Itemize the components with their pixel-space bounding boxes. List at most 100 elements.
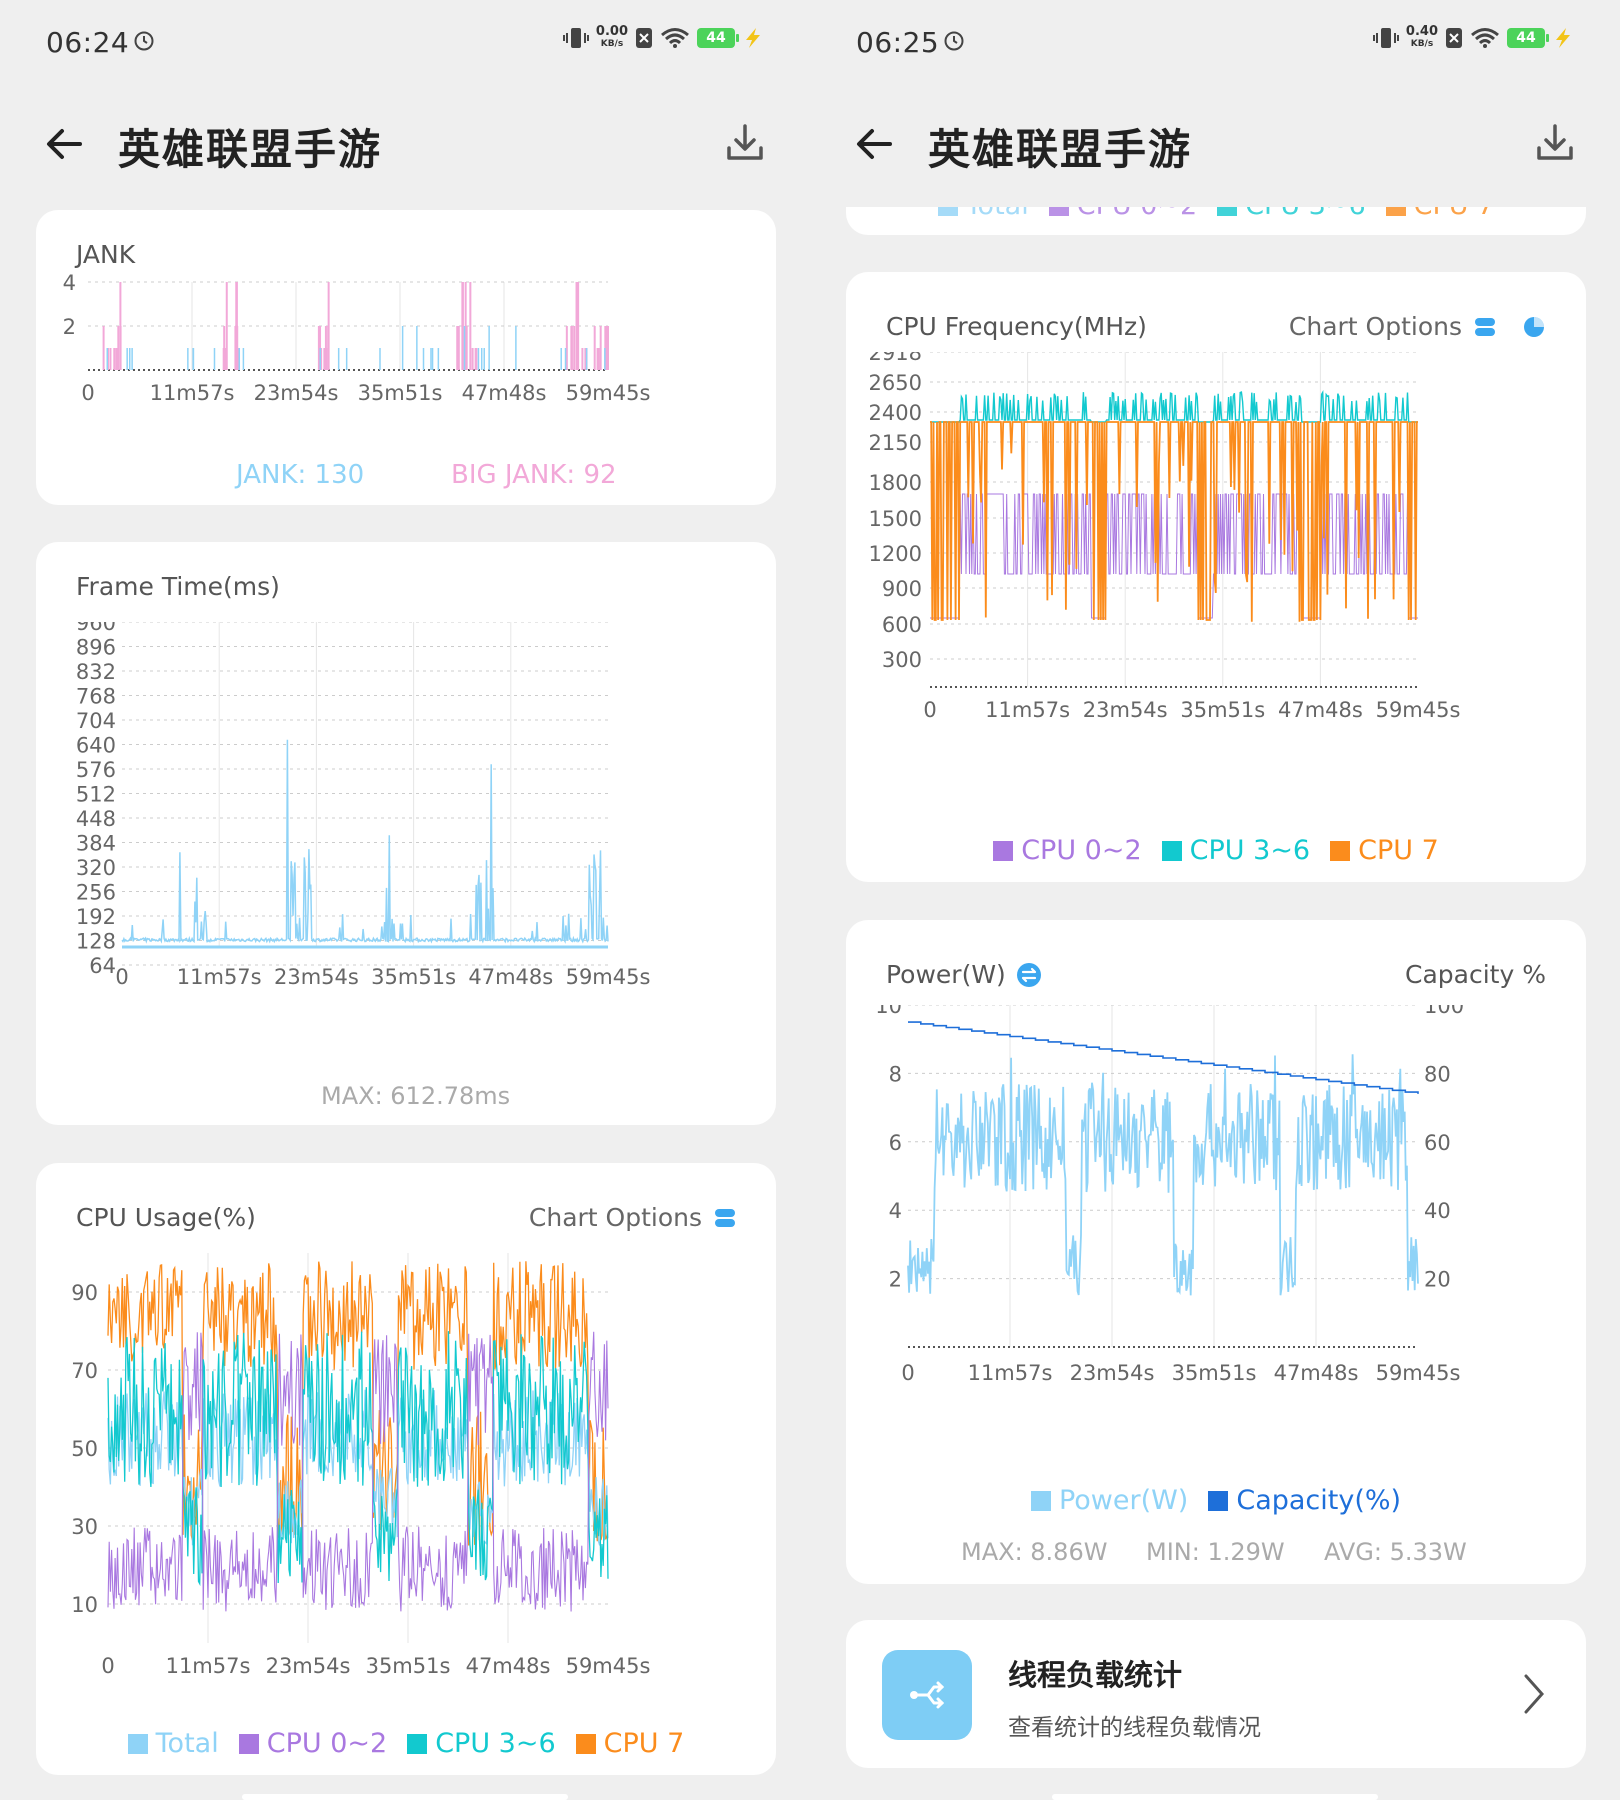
wifi-icon [1471,28,1499,48]
alarm-icon [134,31,154,51]
legend-capacity[interactable]: Capacity(%) [1208,1485,1401,1516]
charging-icon [746,28,760,48]
jank-card: JANK 4 2 0 11m57s 23m54s 35m51s 47m48s 59m45s J… [36,210,776,505]
chart-options-label: Chart Options [528,1203,702,1232]
chart-options-icon [715,1208,735,1227]
app-bar: 英雄联盟手游 [0,100,810,190]
charging-icon [1556,28,1570,48]
y-tick-label: 1500 [869,507,922,531]
status-time: 06:25 [856,26,940,59]
legend-power[interactable]: Power(W) [1030,1485,1188,1516]
x-tick-label: 59m45s [566,1654,651,1678]
x-tick-label: 59m45s [1376,1361,1461,1385]
legend-cpu7[interactable]: CPU 7 [1330,835,1439,866]
y2-tick-label: 80 [1424,1062,1451,1086]
x-tick-label: 0 [101,1654,114,1678]
y-tick-label: 512 [76,783,116,807]
x-tick-label: 59m45s [1376,698,1461,722]
cpu-frequency-chart: 2918 2650 2400 2150 1800 1500 1200 900 600 300 0 11… [869,352,1461,722]
y-tick-label: 50 [71,1437,98,1461]
y-tick-label: 576 [76,758,116,782]
power-min: MIN: 1.29W [1146,1538,1285,1566]
x-tick-label: 23m54s [274,965,359,989]
y-tick-label: 64 [89,954,116,978]
swap-icon[interactable] [1016,962,1042,988]
y2-tick-label: 60 [1424,1131,1451,1155]
cpu7-frequency-series [930,421,1418,622]
vibrate-icon [1372,28,1399,48]
cpu02-usage-series [107,1331,609,1612]
app-bar-overlay: 英雄联盟手游 [810,100,1620,190]
x-tick-label: 23m54s [266,1654,351,1678]
x-tick-label: 35m51s [366,1654,451,1678]
legend-cpu36[interactable]: CPU 3~6 [1161,835,1310,866]
big-jank-count: BIG JANK: 92 [451,460,617,490]
x-tick-label: 0 [115,965,128,989]
cpu-usage-card: CPU Usage(%) Chart Options 90 70 50 30 10 0 11… [36,1163,776,1775]
back-arrow-icon[interactable] [854,124,894,164]
y-tick-label: 384 [76,832,116,856]
download-icon[interactable] [726,122,764,162]
status-bar: 06:25 0.40 KB/s 44 [810,0,1620,90]
y-tick-label: 2650 [869,371,922,395]
y-tick-label: 640 [76,734,116,758]
y-tick-label: 4 [63,271,76,295]
x-tick-label: 11m57s [985,698,1070,722]
y-tick-label: 1200 [869,542,922,566]
legend-cpu7[interactable]: CPU 7 [575,1728,684,1759]
power-card: Power(W) Capacity % 10 8 6 4 2 100 80 60 40 20 0 11… [846,920,1586,1584]
thread-load-card[interactable]: 线程负载统计 查看统计的线程负载情况 [846,1620,1586,1768]
legend-total[interactable]: Total [127,1728,219,1759]
network-rate: 0.00 KB/s [595,24,628,49]
cpu-frequency-card: CPU Frequency(MHz) Chart Options 2918 265… [846,272,1586,882]
chart-options-button[interactable]: Chart Options [529,1203,736,1232]
y-tick-label: 10 [875,1005,902,1018]
x-tick-label: 0 [923,698,936,722]
x-tick-label: 35m51s [358,381,443,405]
pie-chart-icon[interactable] [1522,315,1546,339]
power-avg: AVG: 5.33W [1324,1538,1467,1566]
y2-tick-label: 40 [1424,1199,1451,1223]
jank-title: JANK [76,240,136,269]
back-arrow-icon[interactable] [44,124,84,164]
cpu-frequency-title: CPU Frequency(MHz) [886,312,1147,341]
capacity-title: Capacity % [1405,960,1546,989]
cpu7-usage-series [107,1261,609,1546]
legend-cpu36[interactable]: CPU 3~6 [407,1728,556,1759]
thread-load-icon [882,1650,972,1740]
x-tick-label: 23m54s [1083,698,1168,722]
legend-cpu02[interactable]: CPU 0~2 [993,835,1142,866]
y-tick-label: 70 [71,1359,98,1383]
x-tick-label: 0 [901,1361,914,1385]
cpu36-frequency-series [930,389,1418,423]
y-tick-label: 448 [76,807,116,831]
thread-load-subtitle: 查看统计的线程负载情况 [1008,1715,1261,1741]
chart-options-icon [1475,317,1495,336]
page-title: 英雄联盟手游 [118,125,383,174]
frame-time-max: MAX: 612.78ms [321,1082,511,1110]
y-tick-label: 900 [882,577,922,601]
download-icon[interactable] [1536,122,1574,162]
left-screen: 06:24 0.00 KB/s 44 英雄联盟手游 JANK 4 2 0 11m57s 2… [0,24,810,1800]
legend-cpu02[interactable]: CPU 0~2 [238,1728,387,1759]
x-tick-label: 11m57s [150,381,235,405]
y-tick-label: 300 [882,648,922,672]
cpu-usage-title: CPU Usage(%) [76,1203,256,1232]
cpu-usage-chart: 90 70 50 30 10 0 11m57s 23m54s 35m51s 47m48s 59m45… [71,1253,651,1678]
frame-time-chart: 9608968327687046405765124483843202561921… [76,622,650,989]
y-tick-label: 4 [889,1199,902,1223]
jank-count: JANK: 130 [236,460,365,490]
y2-tick-label: 20 [1424,1268,1451,1292]
y-tick-label: 2 [889,1268,902,1292]
y-tick-label: 600 [882,613,922,637]
chart-options-button[interactable]: Chart Options [1289,312,1546,341]
power-series [907,1054,1419,1296]
power-chart: 10 8 6 4 2 100 80 60 40 20 0 11m57s 23m54s 35m51s 47m4… [875,1005,1464,1385]
cpu-usage-legend: Total CPU 0~2 CPU 3~6 CPU 7 [36,1728,776,1759]
alarm-icon [944,31,964,51]
page-title: 英雄联盟手游 [928,125,1193,174]
thread-load-title: 线程负载统计 [1008,1658,1183,1692]
y-tick-label: 10 [71,1593,98,1617]
x-tick-label: 23m54s [1070,1361,1155,1385]
